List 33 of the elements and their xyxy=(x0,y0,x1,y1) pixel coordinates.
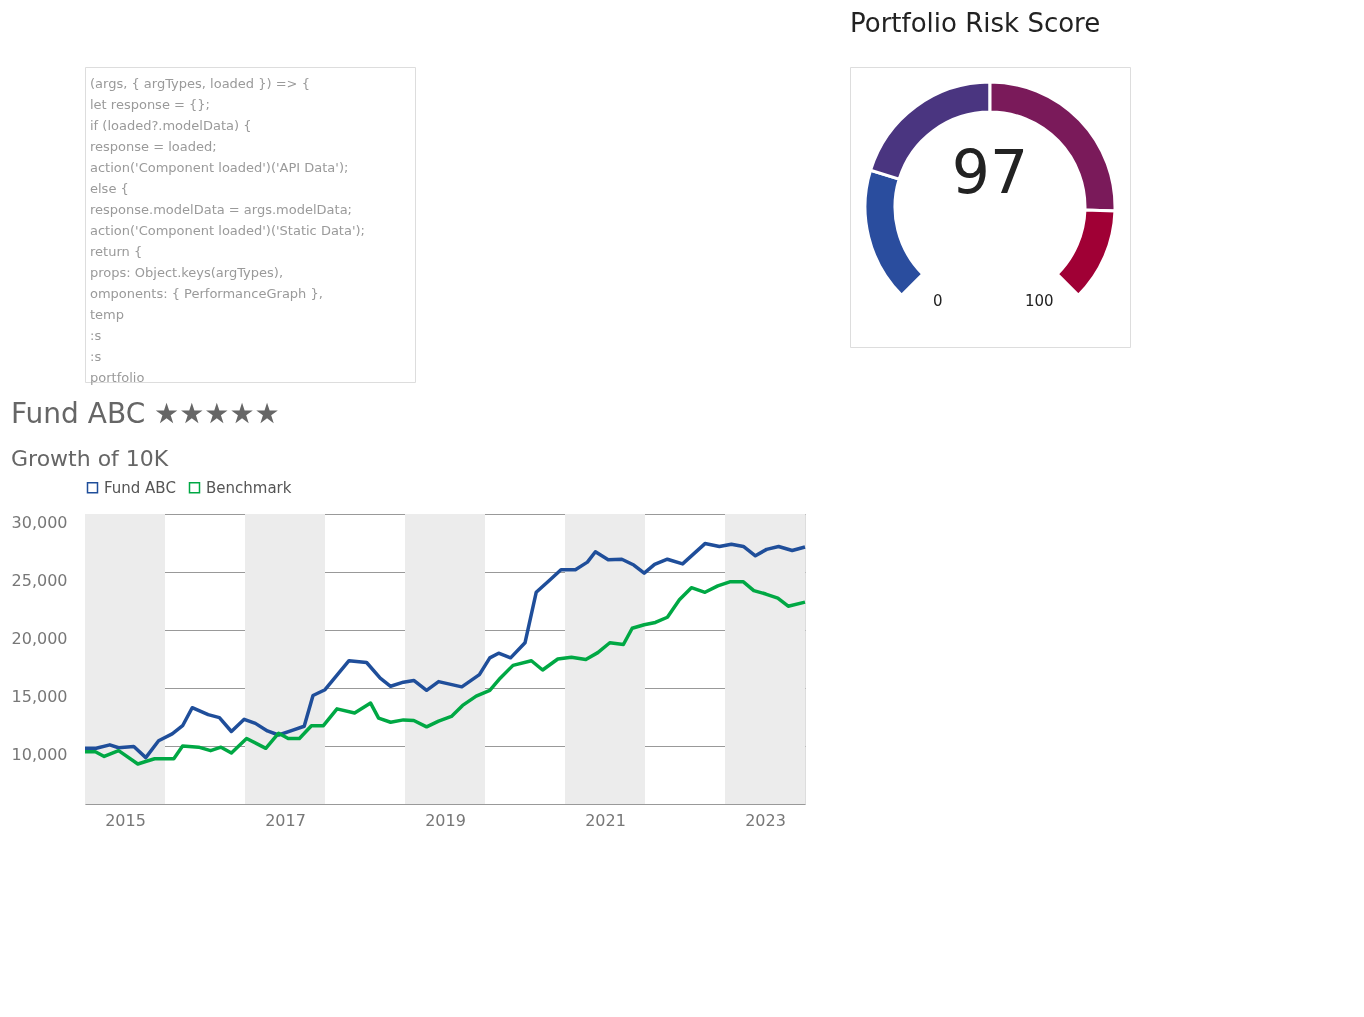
text: 100 xyxy=(1024,292,1054,311)
text: response.modelData = args.modelData; xyxy=(90,201,352,217)
chart-title: Portfolio Risk Score xyxy=(850,8,1101,38)
legend-label: Fund ABC xyxy=(104,478,176,497)
text: temp xyxy=(90,306,125,322)
text: 0 xyxy=(932,292,943,311)
x-tick-label: 2021 xyxy=(585,810,626,830)
text: action('Component loaded')('API Data'); xyxy=(90,159,349,175)
x-tick-label: 2023 xyxy=(745,810,786,830)
text: :s xyxy=(90,348,102,364)
y-tick-label: 30,000 xyxy=(11,512,68,532)
x-tick-label: 2019 xyxy=(425,810,466,830)
y-tick-label: 25,000 xyxy=(11,570,68,590)
x-tick-label: 2015 xyxy=(105,810,146,830)
y-tick-label: 10,000 xyxy=(11,744,68,764)
chart-subtitle: Growth of 10K xyxy=(11,446,169,471)
text: :s xyxy=(90,327,102,343)
text: props: Object.keys(argTypes), xyxy=(90,264,284,280)
y-tick-label: 15,000 xyxy=(11,686,68,706)
text: (args, { argTypes, loaded }) => { xyxy=(90,75,310,91)
text: return { xyxy=(90,243,143,259)
y-tick-label: 20,000 xyxy=(11,628,68,648)
text: if (loaded?.modelData) { xyxy=(90,117,252,133)
text: let response = {}; xyxy=(90,96,210,112)
x-tick-label: 2017 xyxy=(265,810,306,830)
text: action('Component loaded')('Static Data'); xyxy=(90,222,365,238)
chart-title: Fund ABC ★★★★★ xyxy=(11,397,280,430)
legend-label: Benchmark xyxy=(206,478,292,497)
text: else { xyxy=(90,180,129,196)
text: omponents: { PerformanceGraph }, xyxy=(90,285,323,301)
text: 97 xyxy=(951,137,1029,207)
text: portfolio xyxy=(90,369,145,385)
text: response = loaded; xyxy=(90,138,217,154)
